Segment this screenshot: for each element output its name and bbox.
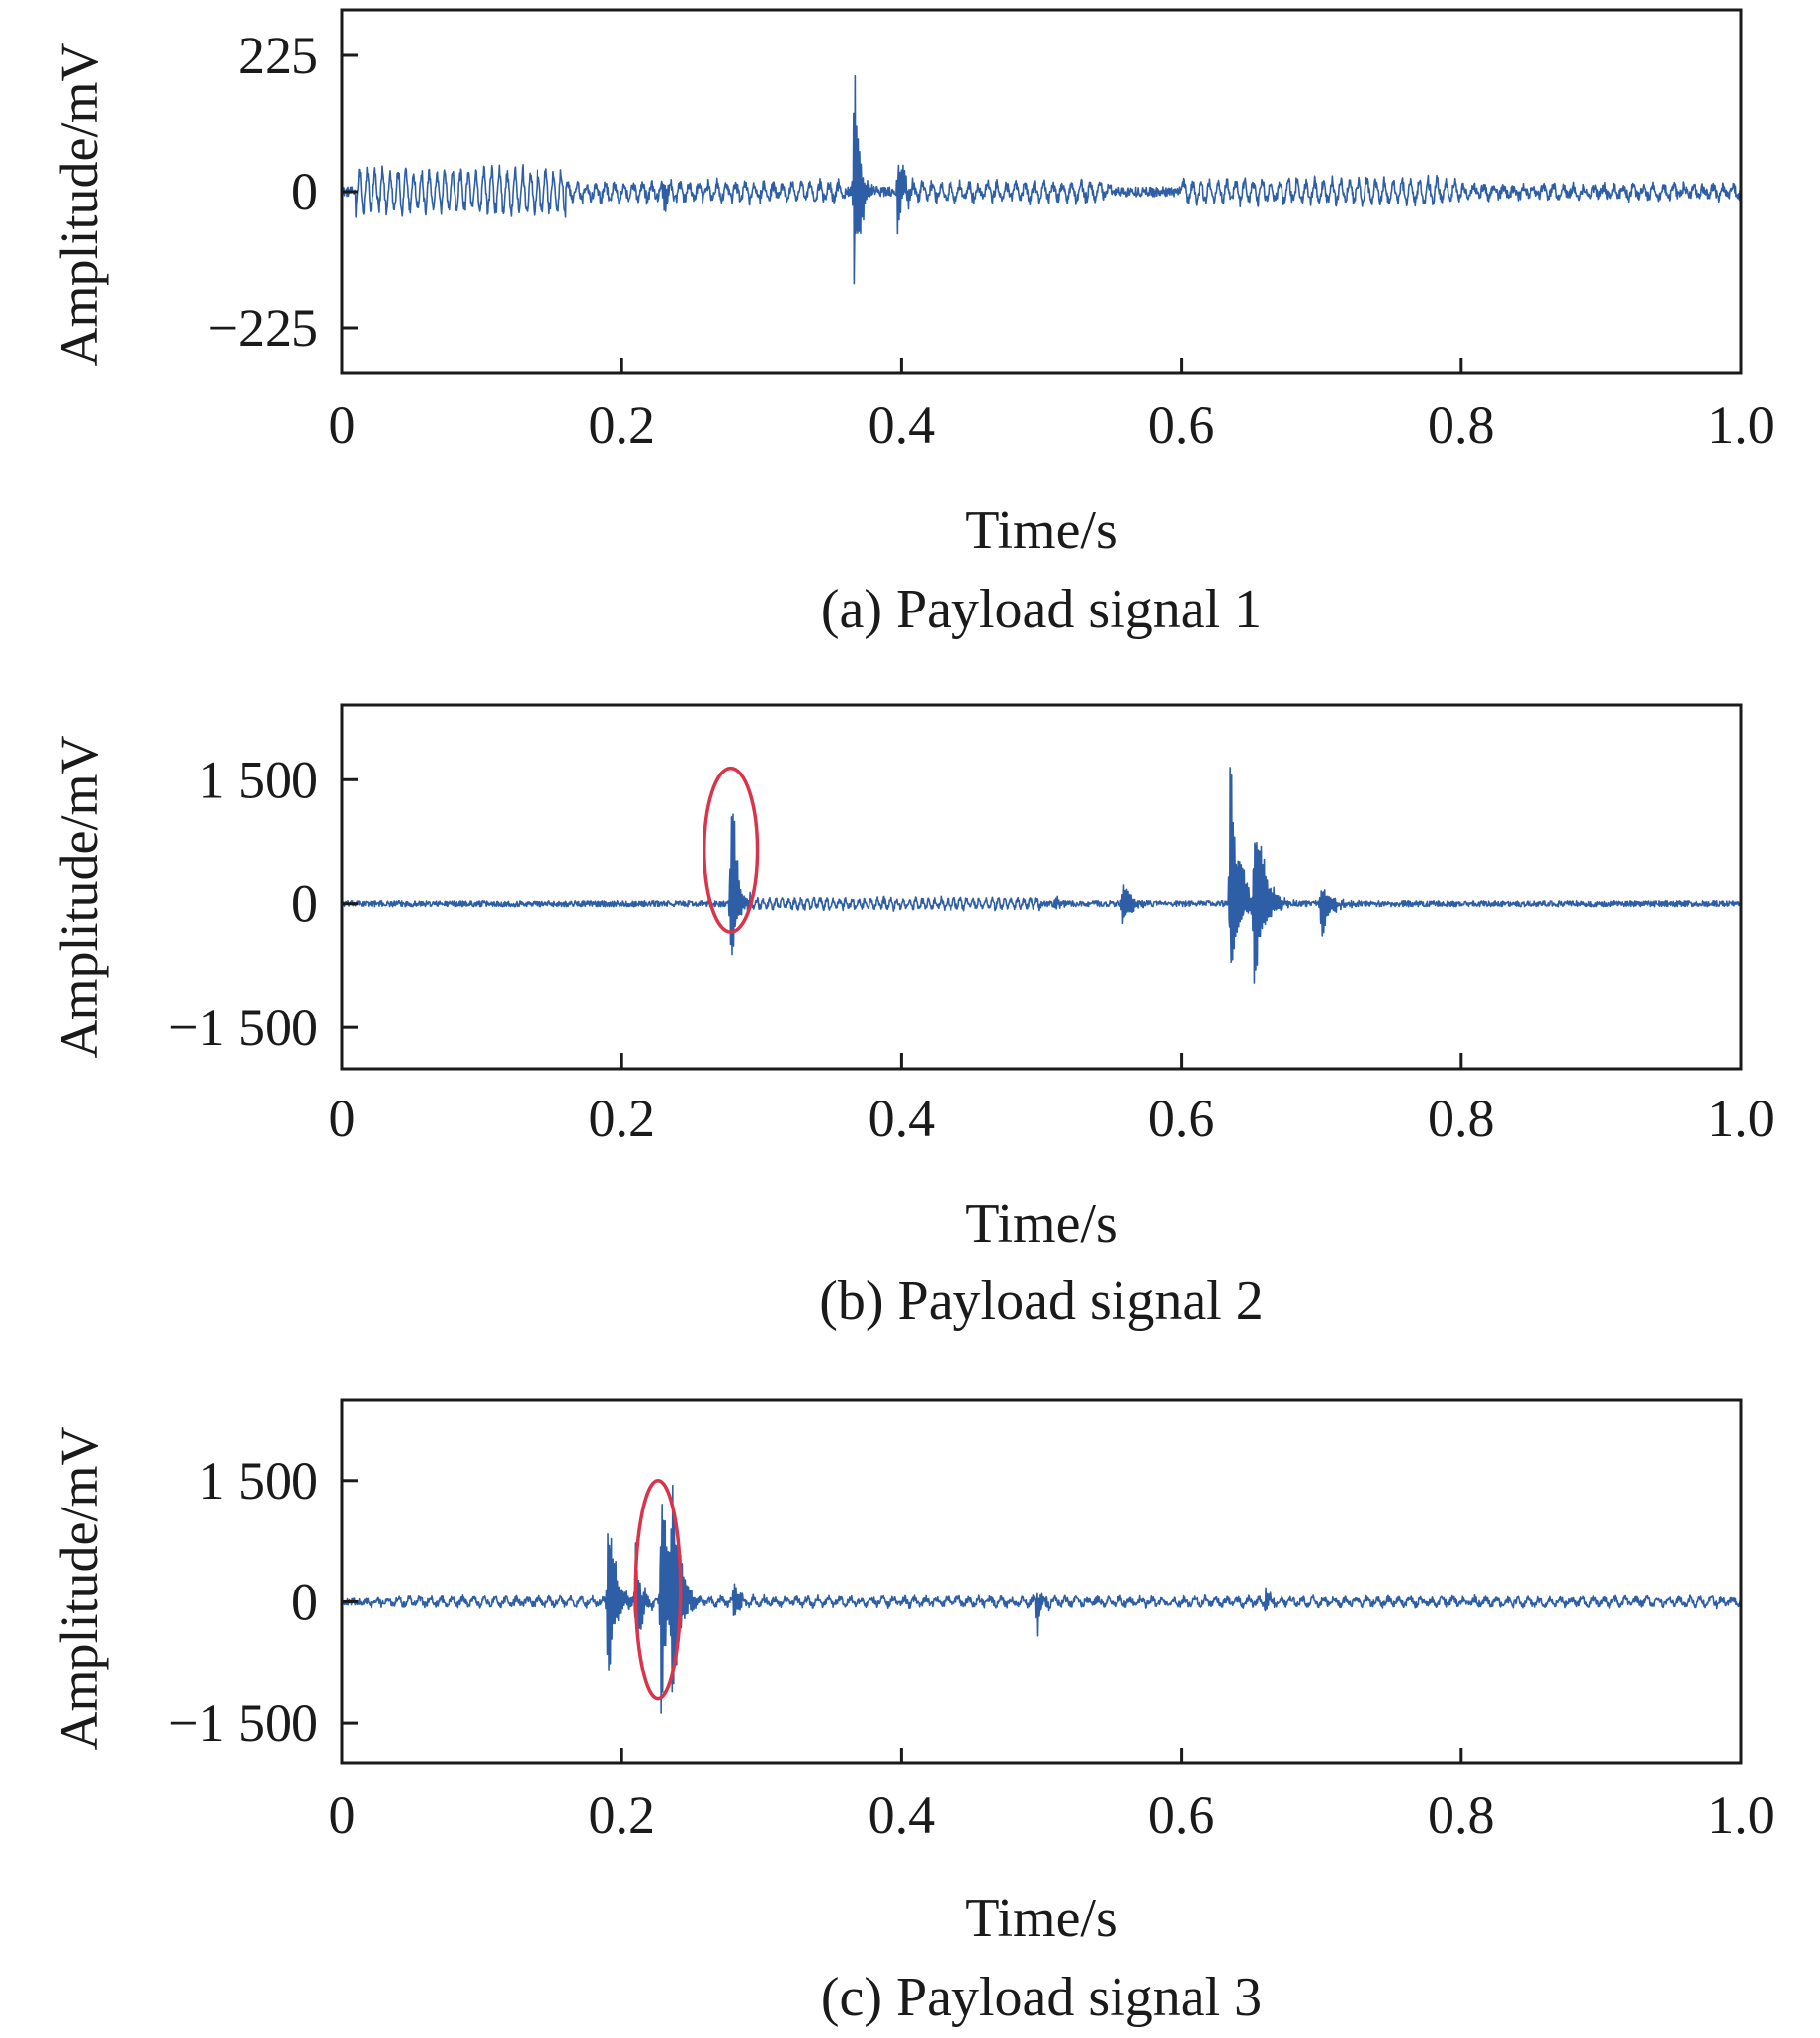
x-tick-label: 0.8 [1428,1785,1495,1844]
y-tick-label: 0 [291,874,318,934]
highlight-ellipse-3-1 [633,1479,683,1701]
signal-trace-2 [342,767,1741,984]
axes-frame-2 [340,703,1743,1071]
y-tick-label: −225 [208,298,318,358]
x-tick-label: 0.6 [1148,1785,1215,1844]
x-tick-label: 0.4 [869,395,936,454]
x-axis-label: Time/s [965,1193,1117,1255]
y-tick-label: 1 500 [199,1451,319,1510]
highlight-ellipse-2-1 [702,766,760,934]
axes-frame-3 [340,1398,1743,1765]
y-tick-label: −1 500 [168,998,318,1057]
x-tick-label: 0.2 [588,395,655,454]
panels-group: 0 0.2 0.4 0.6 0.8 1.02250−225Amplitude/mVTime… [49,8,1775,2028]
chart-panel-1: 0 0.2 0.4 0.6 0.8 1.02250−225Amplitude/mVTime… [49,8,1775,640]
x-tick-label: 0 [329,395,356,454]
x-tick-label: 0.2 [588,1089,655,1148]
x-axis-label: Time/s [965,500,1117,561]
x-tick-label: 0.4 [869,1785,936,1844]
y-tick-label: 0 [291,162,318,221]
y-axis-label: Amplitude/mV [49,1427,109,1751]
x-tick-label: 0.8 [1428,1089,1495,1148]
y-axis-label: Amplitude/mV [49,43,109,367]
panel-caption: (a) Payload signal 1 [821,579,1262,640]
y-axis-label: Amplitude/mV [49,736,109,1059]
panel-caption: (b) Payload signal 2 [819,1270,1263,1332]
x-tick-label: 0.2 [588,1785,655,1844]
x-tick-label: 1.0 [1707,1089,1775,1148]
x-tick-label: 0 [329,1785,356,1844]
signal-trace-1 [342,74,1741,285]
y-tick-label: 225 [238,26,318,85]
signal-trace-3 [342,1484,1741,1714]
x-axis-label: Time/s [965,1888,1117,1949]
x-tick-label: 0.8 [1428,395,1495,454]
x-tick-label: 0.6 [1148,1089,1215,1148]
x-tick-label: 1.0 [1707,395,1775,454]
panel-caption: (c) Payload signal 3 [821,1967,1262,2028]
y-tick-label: 1 500 [199,750,319,809]
y-tick-label: 0 [291,1572,318,1631]
x-tick-label: 1.0 [1707,1785,1775,1844]
x-tick-label: 0.6 [1148,395,1215,454]
y-tick-label: −1 500 [168,1693,318,1753]
x-tick-label: 0 [329,1089,356,1148]
x-tick-label: 0.4 [869,1089,936,1148]
